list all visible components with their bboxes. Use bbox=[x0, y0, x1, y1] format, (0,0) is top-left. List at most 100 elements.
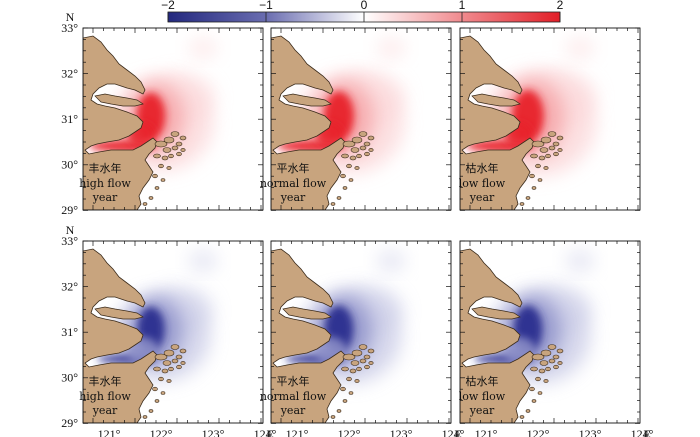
colorbar-tick-label: −1 bbox=[259, 0, 273, 12]
lon-tick-label: 123° bbox=[202, 427, 225, 437]
lat-tick-label: 29° bbox=[61, 203, 78, 217]
zhoushan-island bbox=[530, 387, 535, 391]
zhoushan-island bbox=[163, 148, 171, 153]
panel-label-en-line2: year bbox=[469, 191, 495, 204]
zhoushan-island bbox=[536, 164, 541, 168]
zhoushan-island bbox=[337, 410, 341, 413]
zhoushan-island bbox=[549, 146, 555, 150]
zhoushan-island bbox=[349, 179, 353, 182]
zhoushan-island bbox=[546, 367, 551, 371]
zhoushan-island bbox=[343, 187, 347, 190]
east-label: E bbox=[266, 427, 273, 437]
zhoushan-island bbox=[351, 148, 359, 153]
panel-label-cn: 丰水年 bbox=[89, 374, 122, 388]
zhoushan-island bbox=[180, 136, 186, 140]
zhoushan-island bbox=[154, 367, 161, 371]
zhoushan-island bbox=[368, 349, 374, 353]
map-panel: 丰水年high flowyear bbox=[79, 241, 263, 423]
zhoushan-island bbox=[355, 166, 359, 169]
panel-label-en-line1: high flow bbox=[79, 390, 131, 403]
lat-tick-label: 30° bbox=[61, 371, 78, 385]
colorbar: −2 −1 0 1 2 bbox=[161, 0, 564, 22]
zhoushan-island bbox=[351, 361, 359, 366]
zhoushan-island bbox=[526, 197, 530, 200]
zhoushan-island bbox=[364, 142, 370, 146]
zhoushan-island bbox=[176, 142, 182, 146]
zhoushan-island bbox=[369, 148, 373, 151]
lon-tick-label: 123° bbox=[579, 427, 602, 437]
zhoushan-island bbox=[357, 367, 362, 371]
panel-label-cn: 平水年 bbox=[277, 374, 310, 388]
zhoushan-island bbox=[541, 350, 551, 356]
zhoushan-island bbox=[163, 361, 171, 366]
zhoushan-island bbox=[155, 400, 159, 403]
zhoushan-island bbox=[181, 361, 185, 364]
zhoushan-island bbox=[352, 137, 362, 143]
zhoushan-island bbox=[553, 142, 559, 146]
zhoushan-island bbox=[357, 154, 362, 158]
zhoushan-island bbox=[554, 152, 559, 156]
zhoushan-island bbox=[169, 367, 174, 371]
panel-label-en-line1: low flow bbox=[459, 390, 506, 403]
colorbar-tick-label: 0 bbox=[361, 0, 368, 12]
map-panel: 枯水年low flowyear bbox=[459, 241, 640, 423]
lon-tick-label: 122° bbox=[527, 427, 550, 437]
zhoushan-island bbox=[171, 345, 179, 350]
zhoushan-island bbox=[539, 156, 545, 160]
zhoushan-island bbox=[553, 355, 559, 359]
zhoushan-island bbox=[161, 179, 165, 182]
zhoushan-island bbox=[161, 392, 165, 395]
zhoushan-island bbox=[350, 156, 356, 160]
lon-tick-label: 121° bbox=[286, 427, 309, 437]
panel-label-en-line2: year bbox=[92, 191, 118, 204]
zhoushan-island bbox=[349, 392, 353, 395]
panel-label-en-line2: year bbox=[280, 191, 306, 204]
zhoushan-island bbox=[331, 203, 335, 206]
panel-label-en-line1: normal flow bbox=[260, 390, 327, 403]
panel-label-cn: 枯水年 bbox=[466, 161, 499, 175]
lat-tick-label: 30° bbox=[61, 158, 78, 172]
zhoushan-island bbox=[342, 367, 349, 371]
zhoushan-island bbox=[359, 345, 367, 350]
zhoushan-island bbox=[530, 174, 535, 178]
lon-tick-label: 122° bbox=[338, 427, 361, 437]
zhoushan-island bbox=[180, 349, 186, 353]
zhoushan-island bbox=[365, 365, 370, 369]
zhoushan-island bbox=[181, 148, 185, 151]
zhoushan-island bbox=[177, 152, 182, 156]
east-label: E bbox=[643, 427, 650, 437]
zhoushan-island bbox=[341, 387, 346, 391]
zhoushan-island bbox=[541, 137, 551, 143]
zhoushan-island bbox=[162, 369, 168, 373]
panel-label-cn: 平水年 bbox=[277, 161, 310, 175]
panel-label-en-line1: normal flow bbox=[260, 177, 327, 190]
lat-tick-label: 31° bbox=[61, 112, 78, 126]
zhoushan-island bbox=[171, 132, 179, 137]
zhoushan-island bbox=[153, 174, 158, 178]
zhoushan-island bbox=[544, 379, 548, 382]
zhoushan-island bbox=[154, 154, 161, 158]
zhoushan-island bbox=[557, 349, 563, 353]
panel-label-cn: 丰水年 bbox=[89, 161, 122, 175]
lat-tick-label: 31° bbox=[61, 325, 78, 339]
zhoushan-island bbox=[143, 416, 147, 419]
zhoushan-island bbox=[364, 355, 370, 359]
zhoushan-island bbox=[159, 377, 164, 381]
zhoushan-island bbox=[360, 146, 366, 150]
zhoushan-island bbox=[342, 154, 349, 158]
panel-label-en-line1: low flow bbox=[459, 177, 506, 190]
zhoushan-island bbox=[531, 154, 538, 158]
panel-label-en-line2: year bbox=[469, 404, 495, 417]
lat-tick-label: 32° bbox=[61, 280, 78, 294]
lon-tick-label: 121° bbox=[98, 427, 121, 437]
zhoushan-island bbox=[164, 350, 174, 356]
zhoushan-island bbox=[149, 410, 153, 413]
north-label: N bbox=[66, 10, 75, 24]
zhoushan-island bbox=[557, 136, 563, 140]
lat-tick-label: 32° bbox=[61, 67, 78, 81]
zhoushan-island bbox=[172, 359, 178, 363]
lon-tick-label: 123° bbox=[390, 427, 413, 437]
zhoushan-island bbox=[167, 166, 171, 169]
zhoushan-island bbox=[176, 355, 182, 359]
